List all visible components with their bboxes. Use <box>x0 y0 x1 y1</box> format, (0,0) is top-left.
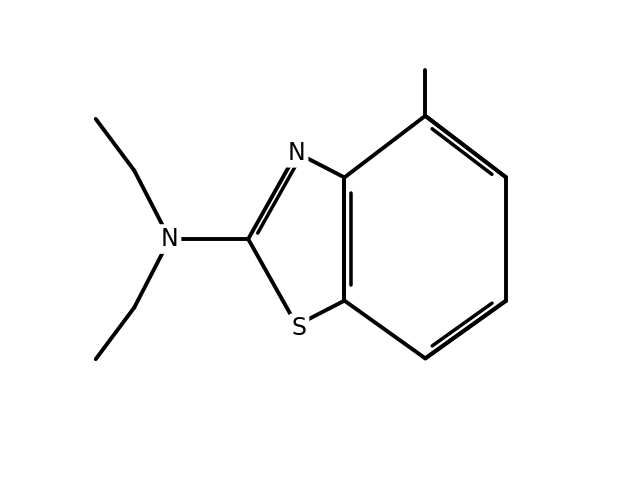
Text: N: N <box>161 227 179 251</box>
Text: N: N <box>288 141 305 165</box>
Text: S: S <box>292 317 307 340</box>
